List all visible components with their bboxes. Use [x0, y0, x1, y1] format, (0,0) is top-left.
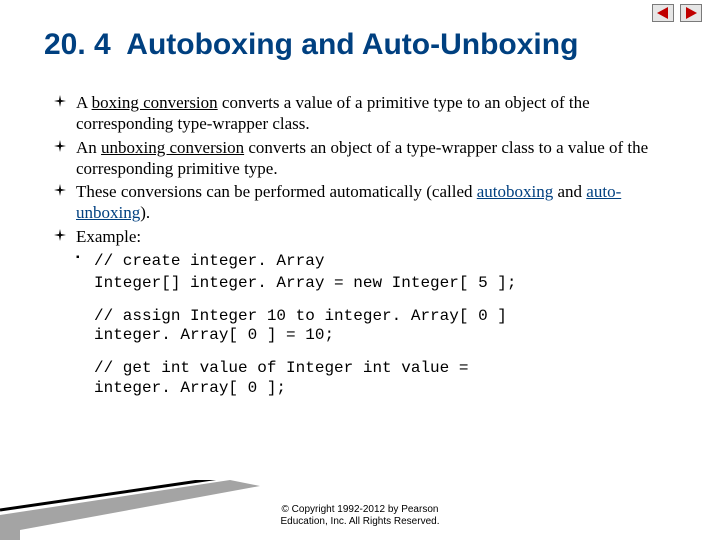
copyright-line1: © Copyright 1992-2012 by Pearson: [282, 504, 439, 515]
prev-button[interactable]: [652, 4, 674, 22]
slide-content: A boxing conversion converts a value of …: [54, 92, 680, 398]
bullet-arrow-icon: [54, 181, 76, 224]
bullet-arrow-icon: [54, 226, 76, 248]
section-number: 20. 4: [44, 28, 111, 61]
bullet-item: A boxing conversion converts a value of …: [54, 92, 680, 135]
copyright-footer: © Copyright 1992-2012 by Pearson Educati…: [0, 504, 720, 528]
title-text: Autoboxing and Auto-Unboxing: [126, 28, 578, 61]
bullet-item: These conversions can be performed autom…: [54, 181, 680, 224]
bullet-text: A boxing conversion converts a value of …: [76, 92, 680, 135]
sub-bullet-square-icon: ▪: [76, 249, 94, 293]
slide-title: 20. 4 Autoboxing and Auto-Unboxing: [44, 28, 578, 62]
bullet-arrow-icon: [54, 92, 76, 135]
code-block: // assign Integer 10 to integer. Array[ …: [94, 307, 680, 345]
bullet-item: Example:: [54, 226, 680, 248]
bullet-text: An unboxing conversion converts an objec…: [76, 137, 680, 180]
sub-bullet-text: // create integer. Array Integer[] integ…: [94, 249, 516, 293]
bullet-arrow-icon: [54, 137, 76, 180]
bullet-item: An unboxing conversion converts an objec…: [54, 137, 680, 180]
sub-bullet: ▪ // create integer. Array Integer[] int…: [76, 249, 680, 293]
copyright-line2: Education, Inc. All Rights Reserved.: [281, 516, 440, 527]
bullet-text: These conversions can be performed autom…: [76, 181, 680, 224]
nav-buttons: [652, 4, 702, 22]
code-block: // get int value of Integer int value = …: [94, 359, 680, 397]
next-button[interactable]: [680, 4, 702, 22]
bullet-text: Example:: [76, 226, 680, 248]
